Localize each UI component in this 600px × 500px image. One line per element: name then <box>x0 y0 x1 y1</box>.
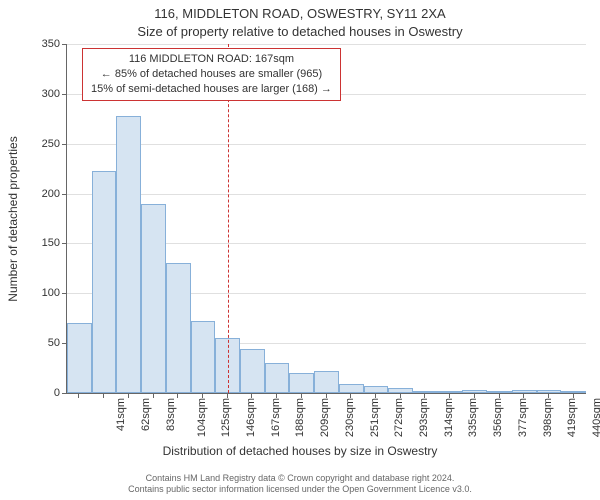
x-tick-mark <box>449 394 450 398</box>
x-tick-mark <box>499 394 500 398</box>
y-tick-mark <box>62 243 66 244</box>
histogram-bar <box>388 388 413 393</box>
histogram-bar <box>314 371 339 393</box>
footer-line-2: Contains public sector information licen… <box>0 484 600 496</box>
x-tick-label: 104sqm <box>196 398 208 437</box>
x-tick-label: 293sqm <box>418 398 430 437</box>
histogram-bar <box>512 390 537 393</box>
x-tick-mark <box>103 394 104 398</box>
x-axis-label: Distribution of detached houses by size … <box>0 444 600 458</box>
y-tick-mark <box>62 94 66 95</box>
histogram-bar <box>191 321 216 393</box>
x-tick-label: 167sqm <box>270 398 282 437</box>
chart-title-main: 116, MIDDLETON ROAD, OSWESTRY, SY11 2XA <box>0 6 600 21</box>
y-tick-label: 300 <box>6 88 60 100</box>
y-tick-mark <box>62 144 66 145</box>
footer-attribution: Contains HM Land Registry data © Crown c… <box>0 473 600 496</box>
x-tick-mark <box>301 394 302 398</box>
y-tick-mark <box>62 343 66 344</box>
gridline <box>67 194 586 195</box>
annotation-line-3: 15% of semi-detached houses are larger (… <box>91 82 332 97</box>
histogram-bar <box>265 363 290 393</box>
y-tick-label: 150 <box>6 237 60 249</box>
histogram-bar <box>413 391 438 393</box>
x-tick-label: 230sqm <box>344 398 356 437</box>
y-tick-label: 50 <box>6 337 60 349</box>
y-tick-label: 200 <box>6 188 60 200</box>
x-tick-mark <box>202 394 203 398</box>
x-tick-label: 83sqm <box>165 398 177 431</box>
x-tick-label: 251sqm <box>369 398 381 437</box>
y-tick-label: 100 <box>6 287 60 299</box>
chart-title-sub: Size of property relative to detached ho… <box>0 24 600 39</box>
x-tick-mark <box>548 394 549 398</box>
x-tick-label: 125sqm <box>220 398 232 437</box>
chart-container: 116, MIDDLETON ROAD, OSWESTRY, SY11 2XA … <box>0 0 600 500</box>
x-tick-label: 272sqm <box>393 398 405 437</box>
histogram-bar <box>339 384 364 393</box>
x-tick-mark <box>474 394 475 398</box>
annotation-line-1: 116 MIDDLETON ROAD: 167sqm <box>91 52 332 67</box>
y-tick-mark <box>62 293 66 294</box>
histogram-bar <box>92 171 117 393</box>
y-tick-label: 0 <box>6 387 60 399</box>
x-tick-label: 209sqm <box>319 398 331 437</box>
x-tick-label: 314sqm <box>443 398 455 437</box>
footer-line-1: Contains HM Land Registry data © Crown c… <box>0 473 600 485</box>
x-tick-mark <box>523 394 524 398</box>
x-tick-mark <box>326 394 327 398</box>
x-tick-mark <box>276 394 277 398</box>
annotation-line-2: ← 85% of detached houses are smaller (96… <box>91 67 332 82</box>
x-tick-mark <box>128 394 129 398</box>
y-axis-label: Number of detached properties <box>6 136 20 301</box>
y-tick-label: 350 <box>6 38 60 50</box>
x-tick-label: 41sqm <box>115 398 127 431</box>
histogram-bar <box>67 323 92 393</box>
y-tick-label: 250 <box>6 138 60 150</box>
gridline <box>67 144 586 145</box>
x-tick-label: 377sqm <box>517 398 529 437</box>
histogram-bar <box>289 373 314 393</box>
histogram-bar <box>487 391 512 393</box>
x-tick-mark <box>177 394 178 398</box>
x-tick-mark <box>375 394 376 398</box>
x-tick-label: 440sqm <box>591 398 600 437</box>
x-tick-label: 146sqm <box>245 398 257 437</box>
histogram-bar <box>537 390 562 393</box>
histogram-bar <box>116 116 141 393</box>
x-tick-mark <box>227 394 228 398</box>
x-tick-label: 398sqm <box>542 398 554 437</box>
y-tick-mark <box>62 194 66 195</box>
histogram-bar <box>240 349 265 393</box>
histogram-bar <box>561 391 586 393</box>
x-tick-label: 419sqm <box>566 398 578 437</box>
histogram-bar <box>462 390 487 393</box>
x-tick-mark <box>424 394 425 398</box>
histogram-bar <box>364 386 389 393</box>
x-tick-mark <box>78 394 79 398</box>
x-tick-mark <box>251 394 252 398</box>
x-tick-label: 335sqm <box>467 398 479 437</box>
x-tick-mark <box>573 394 574 398</box>
gridline <box>67 44 586 45</box>
x-tick-label: 62sqm <box>140 398 152 431</box>
annotation-box: 116 MIDDLETON ROAD: 167sqm ← 85% of deta… <box>82 48 341 101</box>
x-tick-mark <box>400 394 401 398</box>
x-tick-label: 356sqm <box>492 398 504 437</box>
x-tick-label: 188sqm <box>294 398 306 437</box>
y-tick-mark <box>62 393 66 394</box>
y-tick-mark <box>62 44 66 45</box>
x-tick-mark <box>350 394 351 398</box>
histogram-bar <box>438 391 463 393</box>
histogram-bar <box>166 263 191 393</box>
histogram-bar <box>141 204 166 393</box>
x-tick-mark <box>153 394 154 398</box>
